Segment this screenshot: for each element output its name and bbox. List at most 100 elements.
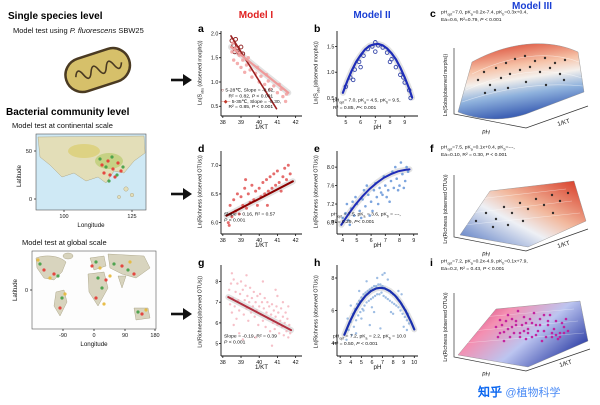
svg-text:8: 8 [389, 120, 392, 126]
svg-text:pH: pH [374, 124, 382, 130]
panel-f-zlabel: Ln(Richness (observed OTUs)) [443, 174, 449, 244]
panel-letter-h: h [314, 257, 321, 269]
watermark: 知乎 @植物科学 [478, 383, 561, 400]
svg-text:0.5: 0.5 [211, 104, 219, 110]
svg-text:6.0: 6.0 [211, 220, 219, 226]
panel-d-ylabel: Ln(Richness (observed OTUs)) [197, 155, 203, 229]
svg-text:41: 41 [274, 120, 280, 126]
svg-text:90: 90 [122, 333, 128, 339]
svg-text:4: 4 [331, 341, 334, 347]
panel-g-annotation: Slope = -0.19, R² = 0.39 P < 0.001 [224, 333, 277, 345]
continental-sites-green [98, 155, 125, 183]
map1-ylabel: Latitude [16, 164, 23, 187]
svg-text:125: 125 [127, 214, 136, 220]
svg-text:1/KT: 1/KT [255, 242, 268, 248]
svg-text:0: 0 [92, 333, 95, 339]
svg-text:4: 4 [349, 360, 352, 366]
svg-text:9: 9 [412, 238, 415, 244]
svg-text:50: 50 [26, 149, 32, 155]
svg-text:0.5: 0.5 [327, 96, 335, 102]
surface-i [457, 300, 589, 368]
svg-text:1/KT: 1/KT [255, 124, 268, 130]
global-sites-red [42, 264, 144, 316]
panel-h-annotation: pHopt = 7.2, pKa = 2.2, pKb = 10.0 R² = … [333, 333, 407, 347]
global-subtitle: Model test at global scale [22, 238, 107, 247]
bacterium-illustration [64, 46, 132, 94]
svg-text:6: 6 [215, 321, 218, 327]
svg-text:1.5: 1.5 [327, 44, 335, 50]
svg-text:38: 38 [220, 238, 226, 244]
svg-text:7: 7 [374, 120, 377, 126]
continental-map: 0 50 100 125 Longitude Latitude [16, 133, 147, 229]
svg-text:10: 10 [411, 360, 417, 366]
panel-c-ph-label: pH [482, 129, 491, 136]
continental-subtitle: Model test at continental scale [12, 121, 113, 130]
panel-c-zlabel: Ln(Sobs(observed morphs)) [443, 54, 449, 117]
panel-f-ph-label: pH [482, 251, 491, 258]
svg-text:42: 42 [293, 238, 299, 244]
svg-text:5: 5 [355, 238, 358, 244]
svg-text:pH: pH [374, 242, 382, 248]
svg-text:pH: pH [374, 364, 382, 370]
svg-text:5: 5 [344, 120, 347, 126]
zhihu-logo-text: 知乎 [478, 385, 503, 399]
svg-text:9: 9 [402, 360, 405, 366]
svg-text:41: 41 [274, 360, 280, 366]
svg-text:180: 180 [150, 333, 159, 339]
panel-b-plot: 5 6 7 8 9 0.5 1.0 1.5 pH [327, 31, 418, 130]
svg-text:8: 8 [215, 279, 218, 285]
svg-text:7.6: 7.6 [327, 183, 335, 189]
arrow-icon [171, 188, 192, 200]
single-species-title: Single species level [8, 11, 103, 22]
panel-letter-f: f [430, 143, 434, 155]
panel-f-datapoints [474, 191, 570, 229]
panel-f-annotation: pHopt=7.5, pKa=0.1x+0.4, pKb=---, Ea=0.1… [441, 144, 515, 158]
svg-text:42: 42 [293, 360, 299, 366]
svg-text:39: 39 [238, 120, 244, 126]
model-3-title: Model III [512, 1, 552, 12]
arrow-icon [171, 308, 192, 320]
panel-c-datapoints [476, 54, 567, 95]
svg-text:6.8: 6.8 [327, 220, 335, 226]
watermark-account: @植物科学 [505, 387, 561, 399]
panel-b-ylabel: Ln(Sobs(observed morphs)) [313, 41, 321, 105]
panel-a-ylabel: Ln(Sobs (observed morphs)) [197, 40, 205, 106]
svg-text:38: 38 [220, 360, 226, 366]
svg-text:9: 9 [403, 120, 406, 126]
panel-i-3d-plot: Ln(Richness (observed OTUs)) pH 1/KT [443, 292, 591, 378]
panel-a-legend: ○ 5-28℃, Slope = -0.62, R² = 0.82, P < 0… [221, 87, 282, 110]
panel-letter-a: a [198, 23, 204, 35]
map1-xlabel: Longitude [77, 222, 105, 229]
global-sites-green [38, 260, 140, 314]
svg-text:0: 0 [25, 288, 28, 294]
panel-c-3d-plot: Ln(Sobs(observed morphs)) pH 1/KT [443, 43, 589, 136]
panel-letter-i: i [430, 257, 433, 269]
panel-i-ph-label: pH [482, 371, 491, 378]
panel-letter-b: b [314, 23, 321, 35]
panel-f-3d-plot: Ln(Richness (observed OTUs)) pH 1/KT [443, 174, 589, 258]
panel-letter-d: d [198, 143, 205, 155]
continental-sites-red [100, 159, 123, 179]
map2-xlabel: Longitude [80, 341, 108, 348]
svg-text:-90: -90 [59, 333, 67, 339]
world-landmasses [35, 252, 151, 321]
svg-text:40: 40 [256, 238, 262, 244]
panel-e-ylabel: Ln(Richness (observed OTUs)) [313, 155, 319, 229]
map2-ylabel: Latitude [12, 278, 19, 301]
dna-squiggle-icon [75, 60, 123, 80]
svg-text:1.5: 1.5 [211, 56, 219, 62]
panel-d-plot: 38 39 40 41 42 6.0 6.5 7.0 1/KT [211, 151, 302, 248]
svg-text:6.5: 6.5 [211, 192, 219, 198]
panel-i-zlabel: Ln(Richness (observed OTUs)) [443, 292, 449, 362]
svg-text:1/KT: 1/KT [255, 364, 268, 370]
panel-letter-g: g [198, 257, 205, 269]
svg-text:3: 3 [339, 360, 342, 366]
panel-letter-c: c [430, 8, 436, 20]
model-2-title: Model II [353, 10, 391, 21]
panel-e-annotation: pHopt = 7.5, pKa = 3.6, pKb = ---, R² = … [331, 211, 401, 225]
model-1-title: Model I [238, 10, 274, 21]
svg-text:7: 7 [215, 300, 218, 306]
svg-text:4: 4 [341, 238, 344, 244]
panel-c-annotation: pHopt=7.0, pKa=0.2x-7.4, pKb=0.3x+0.4, E… [441, 9, 528, 23]
panel-i-kt-label: 1/KT [559, 360, 573, 369]
